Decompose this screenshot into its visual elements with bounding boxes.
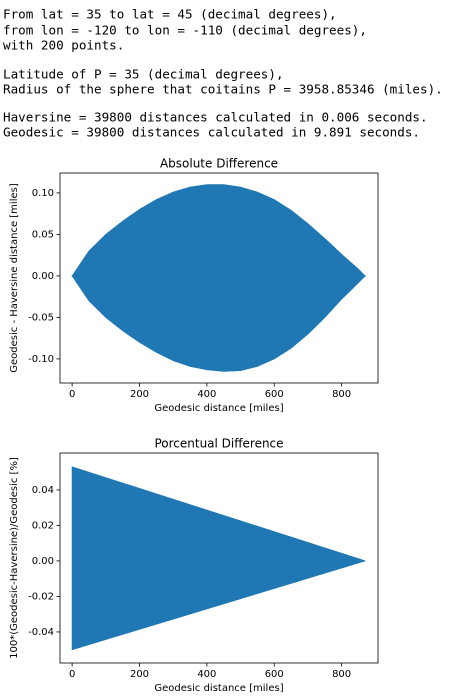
x-tick-label: 400: [197, 669, 216, 680]
x-tick-label: 800: [332, 669, 351, 680]
axes-frame: [59, 452, 379, 664]
y-tick-label: -0.04: [28, 627, 54, 638]
output-line: Radius of the sphere that coitains P = 3…: [3, 82, 443, 97]
x-tick-label: 800: [332, 389, 351, 400]
output-line: from lon = -120 to lon = -110 (decimal d…: [3, 23, 367, 38]
x-tick-label: 0: [69, 669, 75, 680]
chart-title: Absolute Difference: [160, 157, 278, 171]
x-tick-label: 600: [265, 669, 284, 680]
y-tick-label: 0.00: [32, 271, 54, 282]
output-line: with 200 points.: [3, 38, 124, 53]
y-tick-label: 0.04: [32, 485, 54, 496]
axes-frame: [59, 172, 379, 384]
output-line: Latitude of P = 35 (decimal degrees),: [3, 67, 284, 82]
output-line: From lat = 35 to lat = 45 (decimal degre…: [3, 7, 337, 22]
x-tick-label: 200: [130, 669, 149, 680]
output-line: Geodesic = 39800 distances calculated in…: [3, 125, 420, 140]
scatter-envelope: [71, 275, 367, 372]
x-axis-label: Geodesic distance [miles]: [154, 403, 283, 414]
scatter-envelope: [71, 560, 366, 651]
y-tick-label: 0.10: [32, 188, 54, 199]
scatter-envelope: [71, 184, 367, 277]
y-tick-label: 0.02: [32, 520, 54, 531]
output-line: Haversine = 39800 distances calculated i…: [3, 110, 428, 125]
y-axis-label: Geodesic - Haversine distance [miles]: [9, 183, 20, 373]
x-tick-label: 0: [69, 389, 75, 400]
y-axis-label: 100*(Geodesic-Haversine)/Geodesic [%]: [9, 457, 20, 659]
y-tick-label: -0.02: [28, 591, 54, 602]
scatter-envelope: [71, 466, 366, 562]
y-tick-label: -0.05: [28, 312, 54, 323]
x-tick-label: 400: [197, 389, 216, 400]
chart-title: Porcentual Difference: [154, 437, 283, 451]
x-tick-label: 600: [265, 389, 284, 400]
x-tick-label: 200: [130, 389, 149, 400]
y-tick-label: -0.10: [28, 354, 54, 365]
x-axis-label: Geodesic distance [miles]: [154, 683, 283, 694]
y-tick-label: 0.00: [32, 556, 54, 567]
y-tick-label: 0.05: [32, 229, 54, 240]
